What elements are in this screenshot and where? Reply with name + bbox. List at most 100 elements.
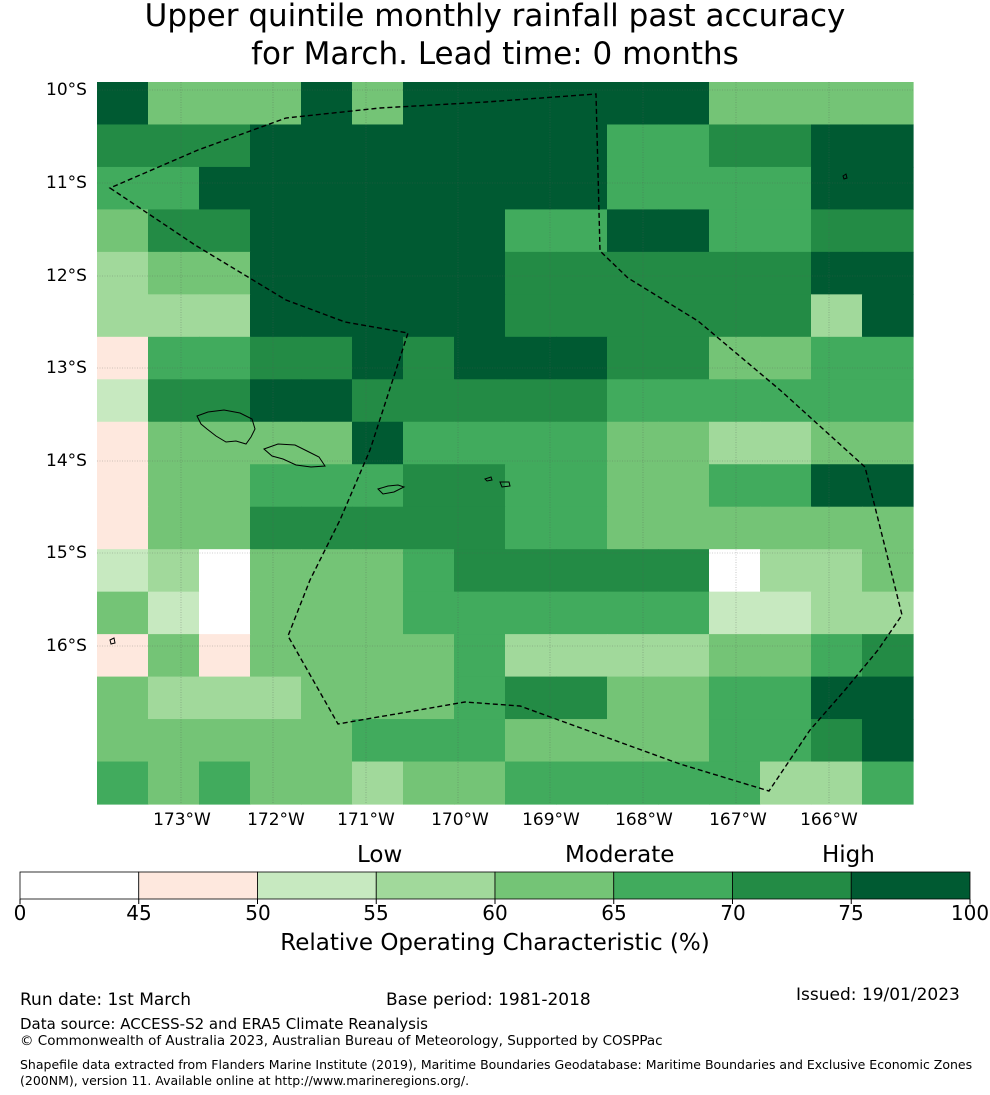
map-cell [862, 634, 914, 678]
lon-label-169w: 169°W [522, 810, 580, 830]
map-cell [403, 549, 455, 593]
map-cell [607, 506, 659, 550]
colorbar [19, 871, 971, 904]
map-cell [148, 251, 200, 295]
map-cell [199, 82, 251, 126]
map-cell [811, 336, 863, 380]
map-cell [709, 591, 761, 635]
map-cell [199, 251, 251, 295]
map-cell [148, 82, 200, 126]
map-cell [811, 209, 863, 253]
map-cell [454, 676, 506, 720]
map-cell [556, 634, 608, 678]
map-cell [199, 506, 251, 550]
map-cell [403, 251, 455, 295]
map-cell [301, 761, 353, 805]
map-cell [658, 379, 710, 423]
map-cell [250, 719, 302, 763]
map-cell [760, 591, 812, 635]
map-cell [403, 294, 455, 338]
lon-label-171w: 171°W [337, 810, 395, 830]
map-cell [709, 82, 761, 126]
map-cell [658, 166, 710, 211]
map-cell [607, 464, 659, 508]
map-cell [403, 591, 455, 635]
map-cell [862, 82, 914, 126]
map-cell [403, 166, 455, 211]
lat-label-16s: 16°S [46, 636, 87, 656]
map-cell [403, 634, 455, 678]
map-cell [505, 549, 557, 593]
colorbar-tick-55: 55 [363, 901, 389, 925]
map-cell [403, 336, 455, 380]
lon-label-173w: 173°W [153, 810, 211, 830]
map-cell [250, 506, 302, 550]
map-cell [301, 379, 353, 423]
map-cell [556, 82, 608, 126]
swains-island [842, 173, 848, 180]
map-cell [97, 591, 149, 635]
map-cell [352, 166, 404, 211]
map-cell [709, 761, 761, 805]
map-cell [760, 209, 812, 253]
map-cell [352, 676, 404, 720]
base-period: Base period: 1981-2018 [386, 990, 591, 1010]
map-cell [250, 209, 302, 253]
map-cell [811, 506, 863, 550]
map-cell [709, 166, 761, 211]
map-cell [301, 166, 353, 211]
lon-label-166w: 166°W [800, 810, 858, 830]
map-cell [454, 166, 506, 211]
map-cell [454, 336, 506, 380]
map-cell [658, 676, 710, 720]
map-cell [607, 591, 659, 635]
map-cell [199, 676, 251, 720]
map-cell [505, 676, 557, 720]
map-cell [760, 676, 812, 720]
map-cell [760, 166, 812, 211]
map-cell [97, 549, 149, 593]
lat-label-15s: 15°S [46, 543, 87, 563]
map-cell [301, 251, 353, 295]
colorbar-tick-70: 70 [720, 901, 746, 925]
map-cell [505, 336, 557, 380]
map-cell [760, 336, 812, 380]
colorbar-tick-45: 45 [126, 901, 152, 925]
map-cell [301, 591, 353, 635]
map-cell [352, 379, 404, 423]
map-cell [301, 719, 353, 763]
map-cell [607, 421, 659, 465]
map-cell [454, 549, 506, 593]
map-cell [607, 676, 659, 720]
map-cell [199, 761, 251, 805]
map-cell [556, 124, 608, 168]
map-cell [709, 506, 761, 550]
map-cell [811, 591, 863, 635]
map-cell [709, 294, 761, 338]
map-cell [607, 549, 659, 593]
map-cell [862, 761, 914, 805]
shapefile-credit: Shapefile data extracted from Flanders M… [20, 1057, 973, 1088]
map-cell [301, 464, 353, 508]
map-cell [505, 166, 557, 211]
chart-title-line1: Upper quintile monthly rainfall past acc… [144, 0, 846, 34]
map-cell [607, 336, 659, 380]
map-cell [403, 464, 455, 508]
map-cell [862, 506, 914, 550]
map-cell [199, 634, 251, 678]
map-cell [556, 506, 608, 550]
map-cell [250, 676, 302, 720]
map-cell [505, 761, 557, 805]
map-cell [811, 379, 863, 423]
colorbar-swatch [19, 871, 140, 900]
lon-label-172w: 172°W [247, 810, 305, 830]
map-cell [250, 634, 302, 678]
map-cell [556, 549, 608, 593]
map-cell [556, 464, 608, 508]
map-cell [505, 634, 557, 678]
map-cell [250, 82, 302, 126]
map-cell [454, 634, 506, 678]
map-cell [811, 124, 863, 168]
map-cell [607, 294, 659, 338]
map-cell [97, 294, 149, 338]
